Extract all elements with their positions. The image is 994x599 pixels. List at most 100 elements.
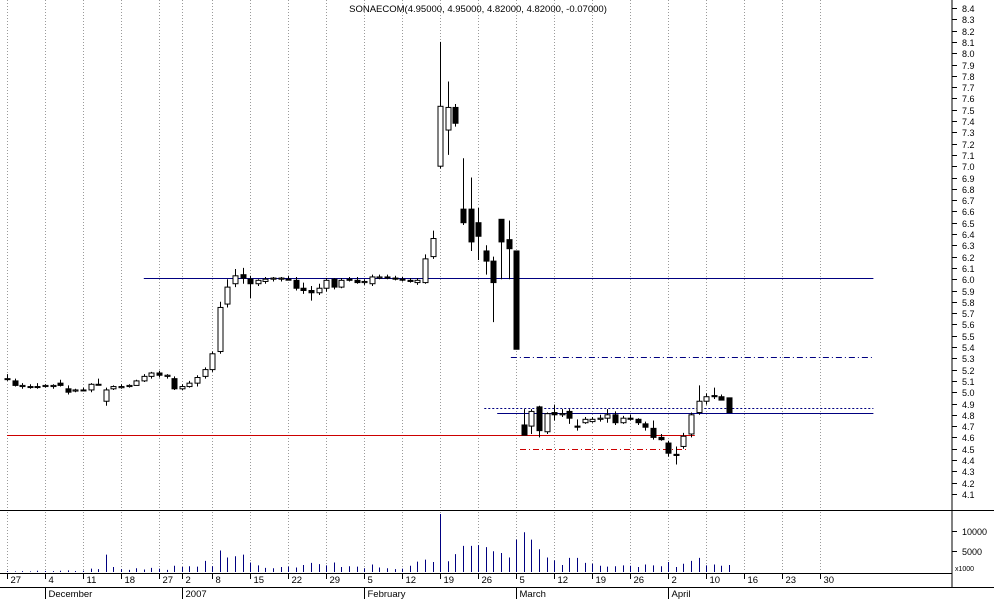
candle-body — [308, 290, 315, 294]
y-tick-label: 5.0 — [962, 388, 975, 398]
candle-body — [255, 279, 262, 285]
y-tick-label: 7.6 — [962, 94, 975, 104]
candle-body — [483, 250, 490, 262]
candle-body — [726, 397, 733, 414]
candle-body — [460, 208, 467, 224]
x-tick-label: 27 — [11, 575, 22, 586]
candle-body — [270, 277, 277, 280]
y-tick-label: 4.5 — [962, 445, 975, 455]
candle-body — [80, 389, 87, 392]
y-tick-label: 5.9 — [962, 287, 975, 297]
candle-body — [209, 353, 216, 371]
candle-body — [414, 279, 421, 284]
y-tick-label: 8.1 — [962, 38, 975, 48]
candle-body — [452, 106, 459, 124]
candle-body — [88, 383, 95, 391]
candle-body — [95, 383, 102, 386]
volume-tick-label: 10000 — [962, 527, 987, 537]
candle-body — [186, 382, 193, 388]
y-tick-label: 7.0 — [962, 162, 975, 172]
y-tick-label: 4.6 — [962, 433, 975, 443]
candle-body — [635, 418, 642, 424]
y-tick-label: 8.3 — [962, 15, 975, 25]
y-tick-label: 8.0 — [962, 49, 975, 59]
x-tick-label: 29 — [330, 575, 341, 586]
y-tick-label: 7.3 — [962, 128, 975, 138]
candle-body — [331, 278, 338, 288]
y-tick-label: 5.1 — [962, 377, 975, 387]
candle-body — [12, 380, 19, 386]
candle-body — [597, 417, 604, 420]
candle-body — [103, 389, 110, 402]
candle-body — [57, 382, 64, 386]
y-tick-label: 4.2 — [962, 479, 975, 489]
x-tick-label: 22 — [292, 575, 303, 586]
price-axis: 8.48.38.28.18.07.97.87.77.67.57.47.37.27… — [952, 4, 975, 500]
y-tick-label: 7.8 — [962, 72, 975, 82]
candle-body — [148, 372, 155, 377]
y-tick-label: 6.7 — [962, 196, 975, 206]
y-tick-label: 5.6 — [962, 320, 975, 330]
y-tick-label: 4.4 — [962, 456, 975, 466]
y-tick-label: 7.4 — [962, 117, 975, 127]
month-label: December — [49, 589, 93, 599]
y-tick-label: 5.8 — [962, 298, 975, 308]
candle-body — [217, 306, 224, 353]
candlestick-series — [4, 41, 733, 465]
y-tick-label: 6.0 — [962, 275, 975, 285]
y-tick-label: 6.5 — [962, 219, 975, 229]
x-tick-label: 5 — [368, 575, 373, 586]
candle-body — [323, 279, 330, 289]
candle-body — [673, 453, 680, 456]
candle-body — [4, 378, 11, 381]
y-tick-label: 4.9 — [962, 400, 975, 410]
candle-body — [490, 260, 497, 284]
candle-body — [627, 417, 634, 420]
candle-body — [118, 386, 125, 389]
y-tick-label: 7.1 — [962, 151, 975, 161]
candle-body — [65, 388, 72, 393]
x-tick-label: 2 — [672, 575, 677, 586]
candle-body — [278, 277, 285, 280]
candle-body — [19, 384, 26, 388]
y-tick-label: 6.8 — [962, 185, 975, 195]
candle-body — [171, 378, 178, 390]
x-tick-label: 26 — [482, 575, 493, 586]
candle-body — [262, 278, 269, 282]
candle-body — [612, 414, 619, 424]
y-tick-label: 6.9 — [962, 174, 975, 184]
candle-body — [544, 413, 551, 433]
candle-body — [399, 278, 406, 281]
y-tick-label: 5.4 — [962, 343, 975, 353]
candle-body — [240, 274, 247, 279]
y-tick-label: 5.5 — [962, 332, 975, 342]
candle-body — [559, 413, 566, 416]
candle-body — [126, 384, 133, 388]
candle-body — [224, 286, 231, 305]
candle-body — [430, 238, 437, 258]
x-tick-label: 4 — [49, 575, 54, 586]
y-tick-label: 6.3 — [962, 241, 975, 251]
candle-body — [468, 208, 475, 243]
candle-body — [407, 279, 414, 282]
candle-body — [179, 386, 186, 390]
x-tick-label: 23 — [786, 575, 797, 586]
y-tick-label: 4.8 — [962, 411, 975, 421]
month-label: March — [520, 589, 546, 599]
candle-body — [384, 276, 391, 279]
candle-body — [110, 386, 117, 390]
volume-multiplier-label: x1000 — [955, 566, 974, 573]
y-tick-label: 5.7 — [962, 309, 975, 319]
candle-body — [202, 369, 209, 377]
candle-body — [392, 277, 399, 280]
x-tick-label: 19 — [444, 575, 455, 586]
candle-body — [589, 418, 596, 423]
x-tick-label: 18 — [125, 575, 136, 586]
candle-body — [338, 279, 345, 288]
candle-body — [703, 396, 710, 402]
x-tick-label: 8 — [216, 575, 221, 586]
candle-body — [141, 375, 148, 382]
candle-body — [346, 278, 353, 281]
